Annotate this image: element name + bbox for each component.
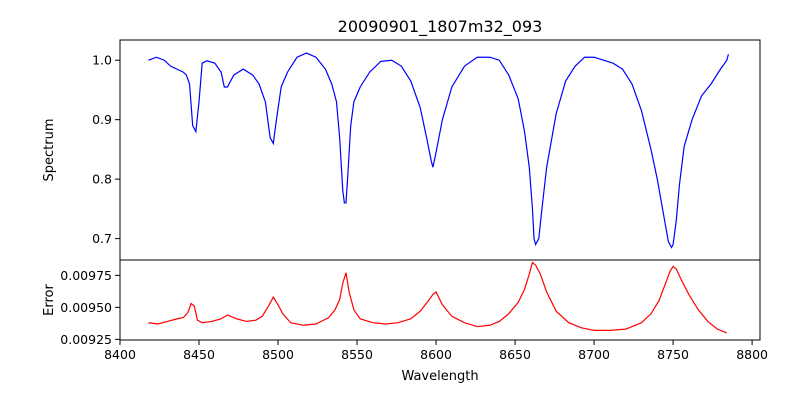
error-y-ticks: 0.00925 0.00950 0.00975 [60,268,120,347]
spectrum-y-tick-label: 0.8 [92,172,112,187]
x-tick-label: 8650 [499,347,531,362]
error-y-tick-label: 0.00925 [60,332,112,347]
spectrum-y-label: Spectrum [42,119,57,182]
spectrum-y-tick-label: 0.7 [92,231,112,246]
x-tick-label: 8550 [341,347,373,362]
spectrum-panel: 0.7 0.8 0.9 1.0 Spectrum [42,39,761,261]
chart-title: 20090901_1807m32_093 [338,17,543,37]
x-tick-label: 8700 [578,347,610,362]
x-tick-label: 8500 [262,347,294,362]
x-tick-label: 8750 [657,347,689,362]
x-tick-label: 8600 [420,347,452,362]
x-tick-label: 8400 [104,347,136,362]
x-tick-label: 8800 [736,347,768,362]
spectrum-y-tick-label: 0.9 [92,112,112,127]
spectrum-y-tick-label: 1.0 [92,53,112,68]
error-panel: 0.00925 0.00950 0.00975 8400 8450 8500 8550 86… [42,259,768,384]
error-line [148,261,728,334]
x-tick-label: 8450 [183,347,215,362]
spectrum-y-ticks: 0.7 0.8 0.9 1.0 [92,53,120,246]
error-y-label: Error [42,284,57,316]
error-axes-frame [119,259,761,341]
x-axis-label: Wavelength [401,369,478,384]
spectrum-line [148,52,729,249]
error-y-tick-label: 0.00975 [60,268,112,283]
error-y-tick-label: 0.00950 [60,300,112,315]
error-x-ticks: 8400 8450 8500 8550 8600 8650 8700 8750 8800 [104,340,768,362]
